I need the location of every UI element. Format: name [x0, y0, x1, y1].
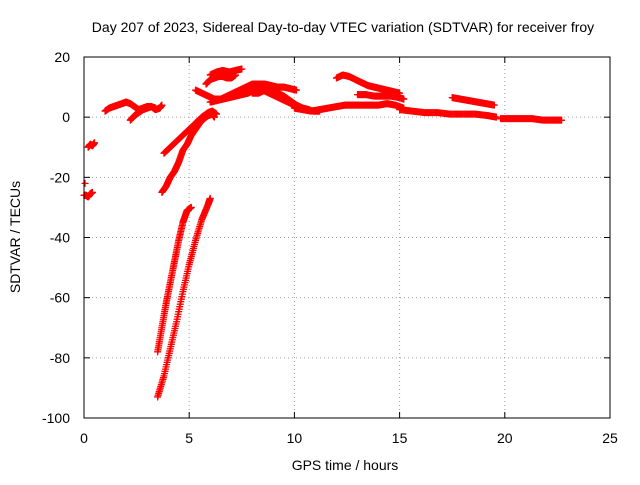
- x-tick-label: 0: [80, 430, 88, 446]
- data-point: [187, 203, 195, 211]
- data-point: [88, 188, 96, 196]
- data-point: [91, 139, 99, 147]
- data-series-0: [80, 188, 96, 201]
- y-tick-label: -60: [50, 290, 70, 306]
- plot-frame: [83, 56, 611, 419]
- data-series-2: [84, 139, 99, 151]
- y-tick-label: -100: [42, 410, 70, 426]
- grid-lines: [84, 57, 610, 418]
- data-points: [80, 65, 566, 401]
- data-point: [558, 116, 566, 124]
- data-series-19: [448, 94, 498, 109]
- x-tick-label: 10: [287, 430, 303, 446]
- data-series-1: [81, 179, 89, 187]
- data-point: [213, 110, 221, 118]
- data-point: [238, 65, 246, 73]
- data-series-18: [396, 106, 500, 121]
- data-point: [231, 71, 239, 79]
- data-series-15: [290, 100, 408, 115]
- data-point: [206, 194, 214, 202]
- data-series-6: [160, 107, 221, 157]
- y-tick-label: 0: [62, 109, 70, 125]
- data-point: [152, 104, 160, 112]
- data-point: [400, 95, 408, 103]
- data-point: [490, 101, 498, 109]
- x-tick-label: 20: [497, 430, 513, 446]
- data-point: [81, 179, 89, 187]
- x-tick-label: 5: [185, 430, 193, 446]
- data-series-7: [154, 203, 195, 356]
- data-point: [492, 113, 500, 121]
- data-series-10: [206, 65, 246, 79]
- x-tick-label: 15: [392, 430, 408, 446]
- data-series-20: [497, 115, 566, 124]
- y-axis-label: SDTVAR / TECUs: [7, 181, 23, 293]
- data-series-17: [354, 91, 408, 103]
- data-series-8: [154, 194, 214, 401]
- y-tick-label: -40: [50, 230, 70, 246]
- data-series-4: [126, 103, 160, 124]
- data-point: [158, 101, 166, 109]
- data-point: [293, 86, 301, 94]
- data-series-16: [332, 71, 404, 97]
- y-tick-label: 20: [54, 49, 70, 65]
- data-series-11: [202, 71, 239, 88]
- chart-title: Day 207 of 2023, Sidereal Day-to-day VTE…: [92, 19, 594, 35]
- axis-ticks: 0 5 10 15 20 25 -100 -80 -60 -40 -20 0 20: [42, 49, 618, 446]
- x-tick-label: 25: [602, 430, 618, 446]
- y-tick-label: -20: [50, 169, 70, 185]
- y-tick-label: -80: [50, 350, 70, 366]
- x-axis-label: GPS time / hours: [292, 457, 399, 473]
